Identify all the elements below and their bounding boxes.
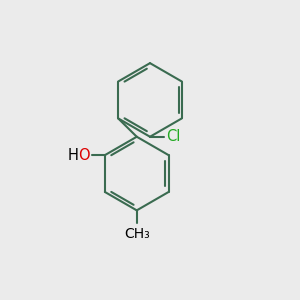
Text: O: O (79, 148, 90, 163)
Text: CH₃: CH₃ (124, 226, 150, 241)
Text: H: H (68, 148, 78, 163)
Text: Cl: Cl (166, 129, 181, 144)
